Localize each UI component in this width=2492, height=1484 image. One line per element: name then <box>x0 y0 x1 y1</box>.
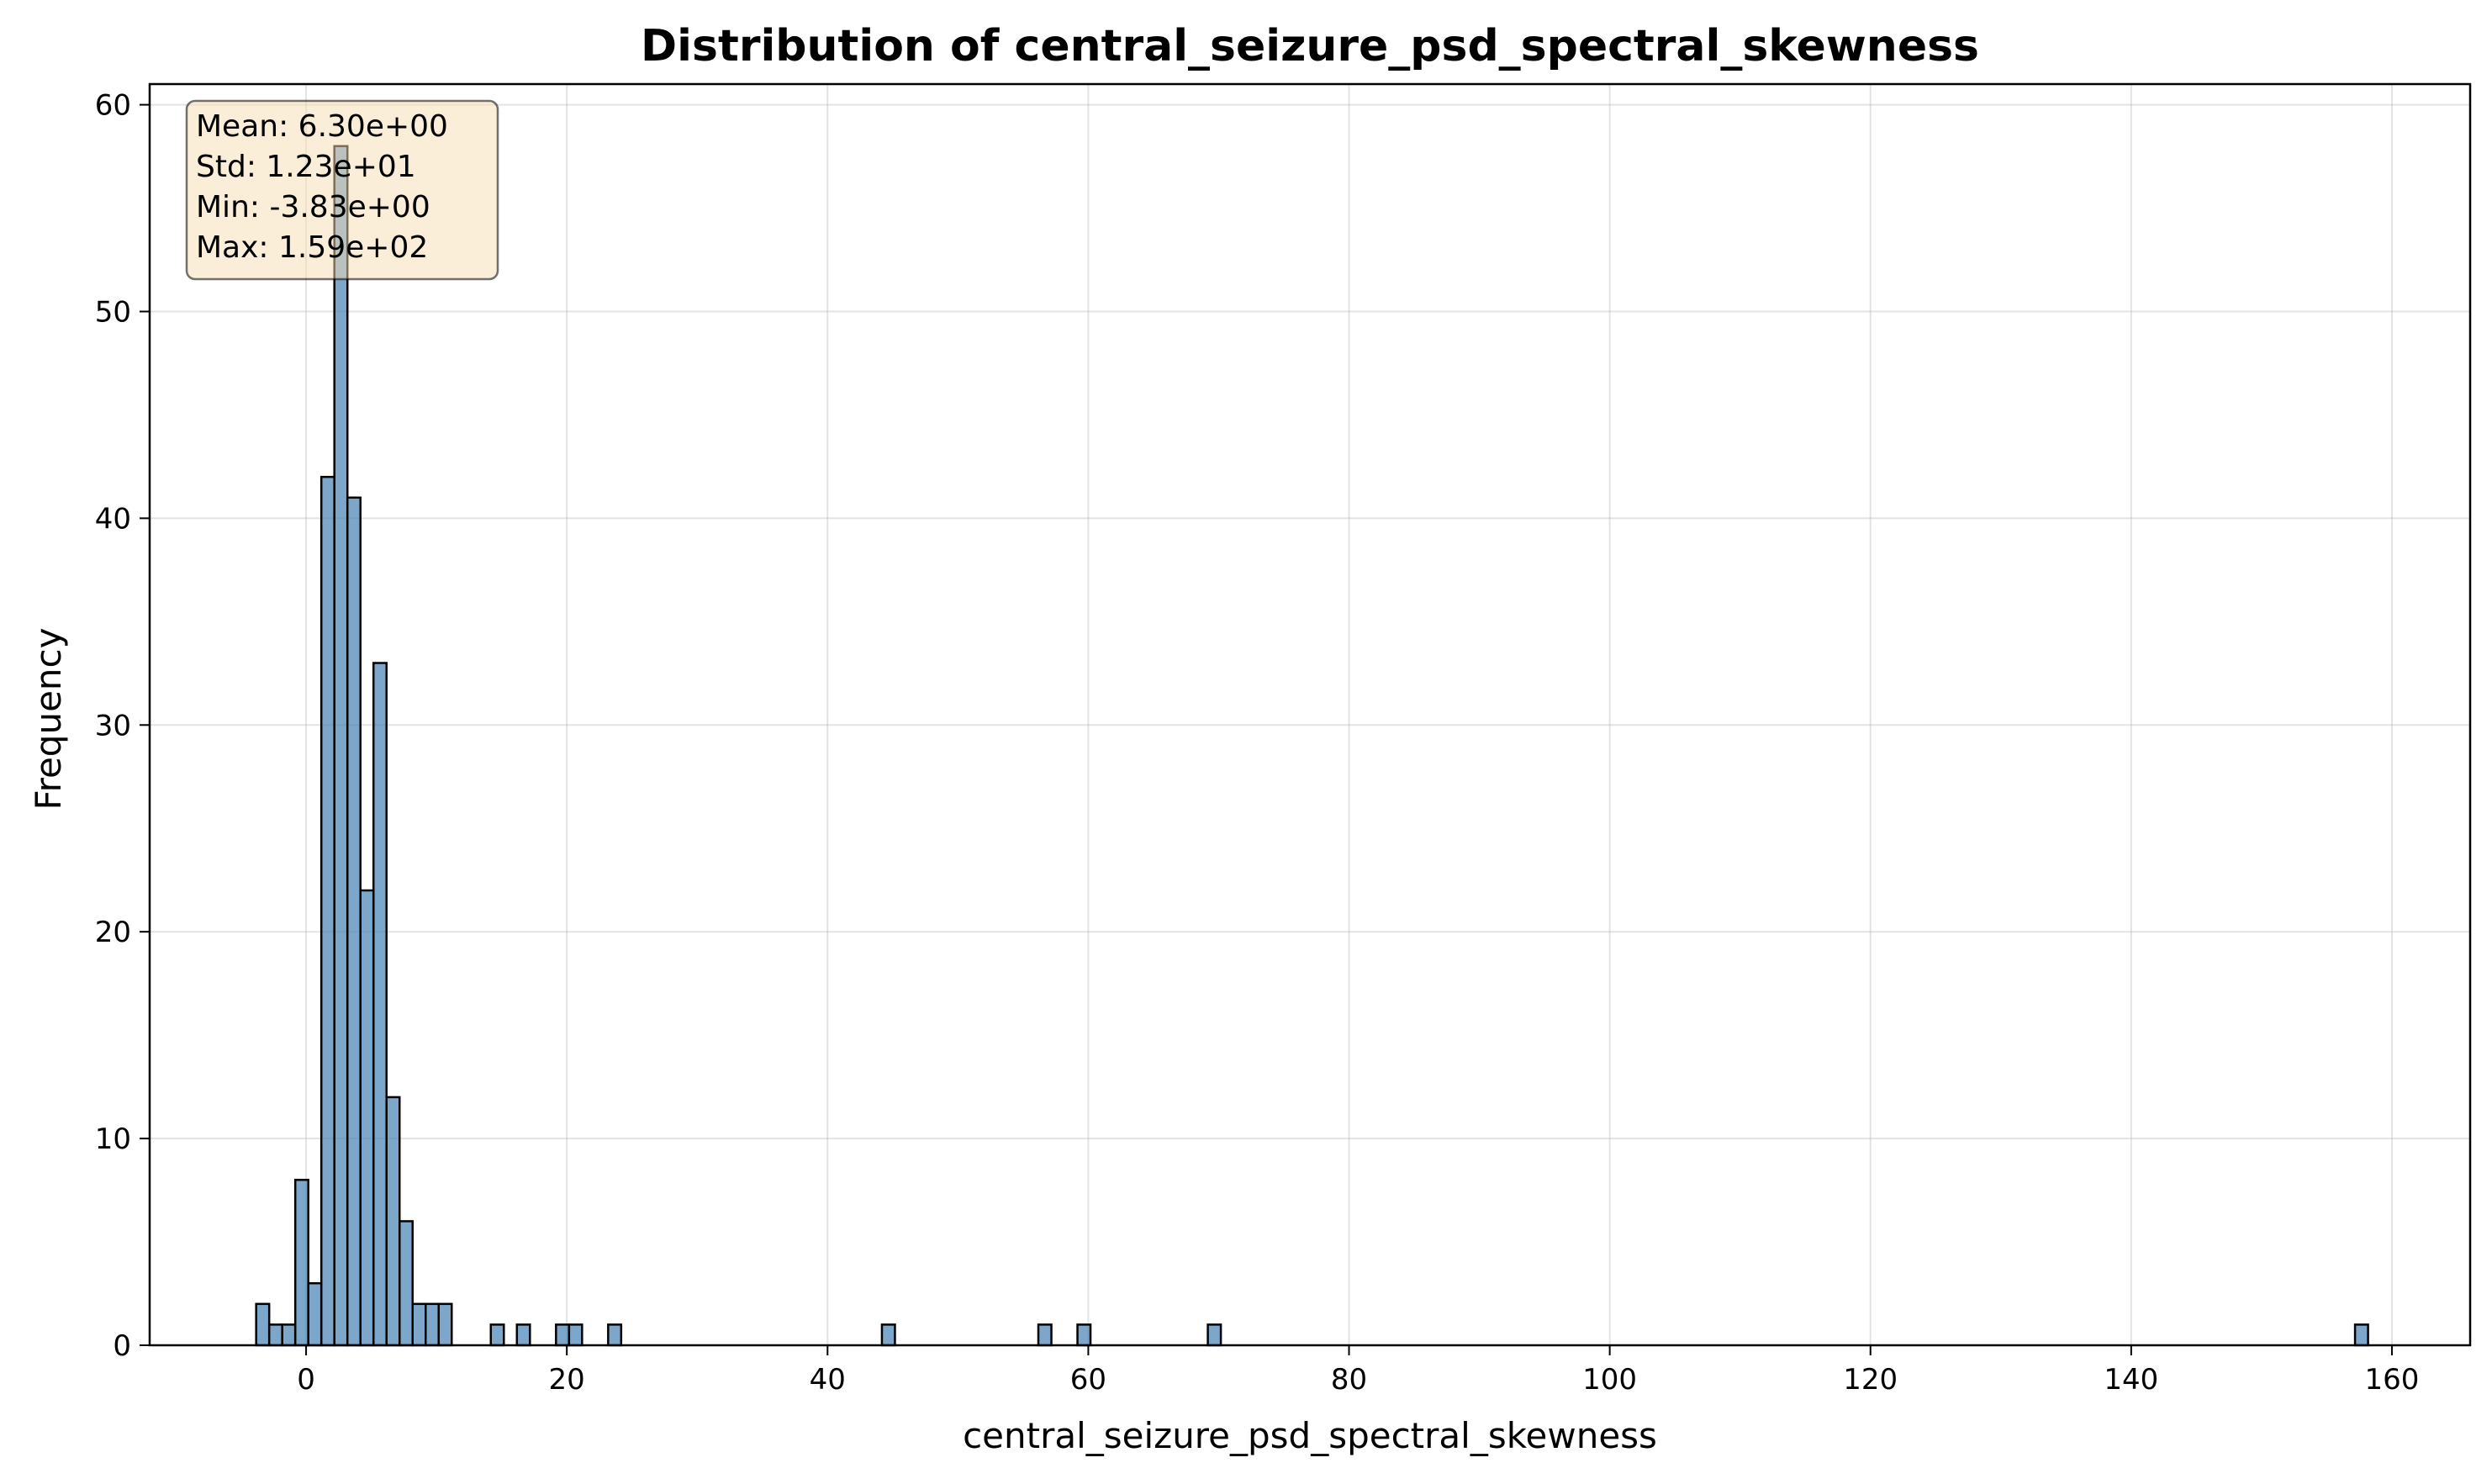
x-tick-label: 80 <box>1331 1363 1367 1397</box>
histogram-bar <box>281 1323 297 1347</box>
histogram-bar <box>372 662 388 1347</box>
stats-mean: Mean: 6.30e+00 <box>196 109 448 144</box>
histogram-bar <box>333 145 349 1347</box>
histogram-bar <box>437 1302 453 1347</box>
plot-frame <box>148 82 2472 1347</box>
stats-box-background <box>185 99 499 281</box>
histogram-bar <box>2353 1323 2369 1347</box>
stats-min: Min: -3.83e+00 <box>196 190 430 224</box>
histogram-bar <box>293 1179 309 1347</box>
histogram-bar <box>255 1302 271 1347</box>
histogram-bar <box>267 1323 283 1347</box>
y-tick-label: 20 <box>95 916 131 949</box>
histogram-bar <box>307 1281 323 1347</box>
y-tick-label: 0 <box>113 1329 131 1363</box>
histogram-bar <box>607 1323 623 1347</box>
x-tick-label: 120 <box>1843 1363 1898 1397</box>
histogram-bar <box>411 1302 427 1347</box>
x-tick-label: 0 <box>297 1363 315 1397</box>
x-tick-label: 20 <box>549 1363 585 1397</box>
x-tick-label: 160 <box>2365 1363 2420 1397</box>
y-tick-label: 60 <box>95 89 131 123</box>
axis-ticks: 0 20 40 60 80 100 120 140 160 0 10 20 30 40 50 60 <box>95 89 2420 1397</box>
histogram-bar <box>425 1302 441 1347</box>
histogram-bar <box>1037 1323 1053 1347</box>
histogram-bar <box>489 1323 505 1347</box>
stats-box: Mean: 6.30e+00 Std: 1.23e+01 Min: -3.83e… <box>185 99 499 281</box>
chart-title: Distribution of central_seizure_psd_spec… <box>641 21 1979 71</box>
histogram-bar <box>515 1323 531 1347</box>
stats-max: Max: 1.59e+02 <box>196 230 428 265</box>
histogram-bar <box>555 1323 571 1347</box>
histogram-bar <box>568 1323 583 1347</box>
histogram-bar <box>1076 1323 1092 1347</box>
histogram-bar <box>346 496 362 1347</box>
y-tick-label: 10 <box>95 1122 131 1156</box>
histogram-bars <box>255 145 2369 1347</box>
y-axis-label: Frequency <box>28 628 69 811</box>
y-tick-label: 30 <box>95 709 131 742</box>
histogram-bar <box>359 889 375 1347</box>
x-tick-label: 100 <box>1582 1363 1637 1397</box>
histogram-bar <box>880 1323 896 1347</box>
histogram-bar <box>1206 1323 1222 1347</box>
y-tick-label: 40 <box>95 502 131 536</box>
x-tick-label: 60 <box>1070 1363 1106 1397</box>
y-tick-label: 50 <box>95 295 131 329</box>
histogram-bar <box>385 1096 401 1347</box>
x-tick-label: 40 <box>810 1363 846 1397</box>
x-axis-label: central_seizure_psd_spectral_skewness <box>963 1415 1657 1456</box>
stats-std: Std: 1.23e+01 <box>196 150 416 184</box>
x-tick-label: 140 <box>2104 1363 2158 1397</box>
histogram-bar <box>398 1220 414 1347</box>
histogram-bar <box>319 475 335 1347</box>
